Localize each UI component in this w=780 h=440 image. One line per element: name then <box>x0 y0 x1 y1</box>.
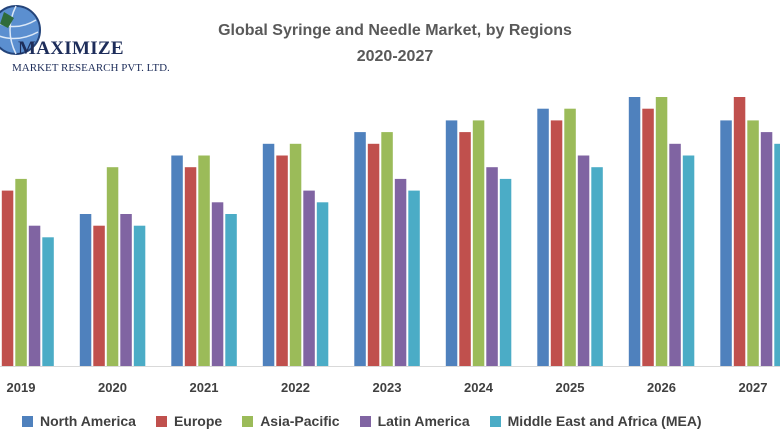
chart-subtitle: 2020-2027 <box>356 48 434 65</box>
bar-2026-europe <box>642 108 654 366</box>
bar-2020-middle-east-and-africa-mea <box>133 225 146 366</box>
logo-name: MAXIMIZE <box>18 38 124 59</box>
bar-2022-middle-east-and-africa-mea <box>316 202 329 366</box>
bar-2024-middle-east-and-africa-mea <box>499 178 512 366</box>
bar-2023-north-america <box>354 132 366 366</box>
bar-2025-north-america <box>537 108 549 366</box>
bar-2027-asia-pacific <box>747 120 759 367</box>
bar-2021-middle-east-and-africa-mea <box>225 214 237 366</box>
bar-2021-europe <box>184 167 197 366</box>
legend-swatch <box>22 415 33 427</box>
bar-2021-north-america <box>171 155 183 366</box>
x-tick-label: 2020 <box>98 380 127 395</box>
legend-item: Latin America <box>359 413 470 429</box>
legend-item: Europe <box>155 413 223 429</box>
bar-2025-middle-east-and-africa-mea <box>591 167 603 366</box>
bar-2020-europe <box>93 225 105 366</box>
bar-2023-middle-east-and-africa-mea <box>408 190 420 366</box>
chart-title: Global Syringe and Needle Market, by Reg… <box>218 22 572 39</box>
logo-subtitle: MARKET RESEARCH PVT. LTD. <box>12 62 170 74</box>
x-tick-label: 2023 <box>373 380 402 395</box>
x-tick-label: 2026 <box>647 380 676 395</box>
bar-2025-europe <box>550 120 563 367</box>
bar-2019-latin-america <box>28 225 41 366</box>
bar-2022-europe <box>276 155 288 366</box>
bar-2019-europe <box>1 190 14 366</box>
bar-2025-asia-pacific <box>564 108 576 366</box>
legend-item: North America <box>22 413 136 429</box>
bar-2023-latin-america <box>394 178 407 366</box>
legend-label: Latin America <box>377 413 470 429</box>
bar-2022-asia-pacific <box>289 143 302 366</box>
bar-2025-latin-america <box>577 155 590 366</box>
bar-2027-middle-east-and-africa-mea <box>774 143 780 366</box>
bar-2022-north-america <box>262 143 275 366</box>
x-tick-label: 2022 <box>281 380 310 395</box>
bar-2023-asia-pacific <box>381 132 393 366</box>
bar-2021-asia-pacific <box>198 155 210 366</box>
bar-2026-latin-america <box>669 143 681 366</box>
company-logo: MAXIMIZE MARKET RESEARCH PVT. LTD. <box>0 0 175 82</box>
bar-2020-north-america <box>79 214 92 366</box>
legend-swatch <box>242 415 254 427</box>
bar-2024-north-america <box>445 120 458 367</box>
bar-2027-latin-america <box>760 132 773 366</box>
legend-swatch <box>155 415 167 427</box>
legend-item: Asia-Pacific <box>242 413 340 429</box>
x-tick-label: 2024 <box>464 380 494 395</box>
legend-swatch <box>489 415 501 427</box>
bar-2027-europe <box>733 97 746 366</box>
bar-2020-latin-america <box>120 214 132 366</box>
bar-2027-north-america <box>720 120 732 367</box>
x-tick-label: 2019 <box>7 380 36 395</box>
legend-swatch <box>359 415 371 427</box>
bar-2024-europe <box>459 132 471 366</box>
globe-icon <box>0 5 41 55</box>
legend-item: Middle East and Africa (MEA) <box>489 413 702 429</box>
bar-2024-asia-pacific <box>472 120 485 367</box>
x-tick-label: 2027 <box>739 380 768 395</box>
legend-label: North America <box>40 413 136 429</box>
legend-label: Europe <box>173 413 223 429</box>
x-tick-label: 2025 <box>556 380 585 395</box>
bar-2026-north-america <box>628 97 641 366</box>
bar-2019-middle-east-and-africa-mea <box>42 237 54 366</box>
legend-label: Asia-Pacific <box>260 413 340 429</box>
bar-2024-latin-america <box>486 167 498 366</box>
legend: North America Europe Asia-Pacific Latin Ame… <box>22 410 780 432</box>
x-tick-label: 2021 <box>190 380 219 395</box>
legend-label: Middle East and Africa (MEA) <box>507 413 702 429</box>
bar-2019-asia-pacific <box>15 178 27 366</box>
bar-2020-asia-pacific <box>106 167 119 366</box>
bar-2022-latin-america <box>303 190 315 366</box>
bar-2026-asia-pacific <box>655 97 668 366</box>
bar-2021-latin-america <box>211 202 224 366</box>
bar-2026-middle-east-and-africa-mea <box>682 155 695 366</box>
bar-2023-europe <box>367 143 380 366</box>
